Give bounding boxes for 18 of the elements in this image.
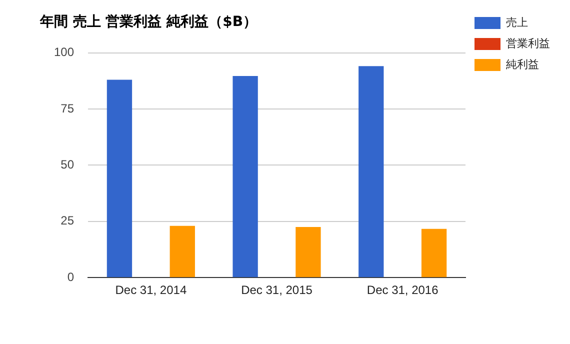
bar [296, 227, 321, 278]
bar [232, 76, 258, 278]
x-tick-label: Dec 31, 2015 [241, 283, 313, 298]
bar [170, 226, 195, 278]
bar [106, 80, 132, 278]
bar [358, 66, 384, 278]
bar [421, 228, 447, 278]
y-tick-label: 100 [54, 45, 74, 60]
legend-label: 純利益 [506, 58, 539, 71]
legend-label: 売上 [506, 16, 528, 29]
legend-label: 営業利益 [506, 36, 550, 50]
chart-title: 年間 売上 営業利益 純利益（$B） [39, 14, 258, 30]
y-tick-label: 25 [60, 214, 74, 228]
x-tick-label: Dec 31, 2016 [366, 283, 439, 298]
y-tick-label: 50 [60, 158, 74, 172]
x-tick-label: Dec 31, 2014 [115, 283, 187, 298]
y-tick-label: 0 [67, 270, 74, 284]
y-tick-label: 75 [60, 101, 74, 116]
